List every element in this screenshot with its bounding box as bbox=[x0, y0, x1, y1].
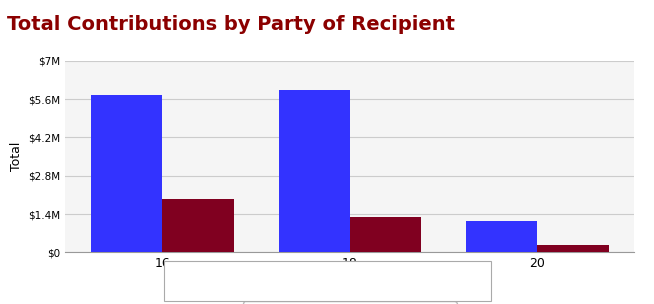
Y-axis label: Total: Total bbox=[10, 142, 23, 171]
Bar bbox=[538, 245, 608, 252]
Bar bbox=[162, 199, 233, 252]
Bar bbox=[279, 89, 350, 252]
Bar bbox=[350, 217, 421, 252]
Text: Total Contributions by Party of Recipient: Total Contributions by Party of Recipien… bbox=[7, 15, 455, 34]
FancyBboxPatch shape bbox=[164, 261, 490, 301]
Bar bbox=[92, 95, 162, 252]
Legend: Democrats, Republicans: Democrats, Republicans bbox=[243, 301, 457, 304]
Bar bbox=[466, 221, 538, 252]
